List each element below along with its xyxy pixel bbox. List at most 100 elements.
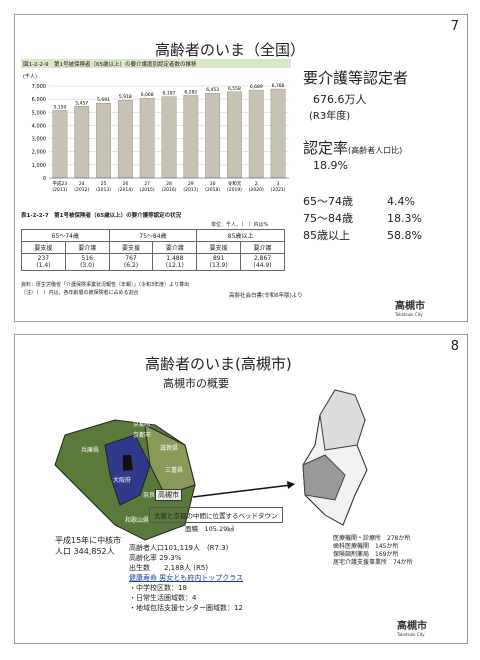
table-group: 85歳以上 (196, 229, 285, 242)
table-cell: 767 (6.2) (108, 253, 154, 271)
cell-value: 767 (125, 255, 137, 262)
y-tick-label: 6,000 (32, 97, 46, 103)
map-label: 大阪府 (113, 477, 132, 484)
table-row: 237 (1.4) 516 (3.0) 767 (6.2) 1,488 (12.1) 891 (1… (21, 253, 285, 271)
value-label: 6,689 (250, 84, 263, 90)
table-cell: 891 (13.9) (196, 253, 242, 271)
age-rate: 18.3% (387, 212, 422, 225)
rate-heading: 認定率(高齢者人口比) (303, 137, 402, 158)
x-tick-label: 2 (255, 181, 258, 187)
table-note: （注）（ ）内は、各年齢層の被保険者に占める割合 (21, 290, 139, 296)
table-row: 65～74歳 75～84歳 85歳以上 (21, 229, 285, 242)
x-tick-label: 27 (144, 181, 150, 187)
slide-title: 高齢者のいま（全国） (155, 41, 306, 59)
bar (183, 95, 199, 179)
bar (52, 110, 68, 179)
y-tick-label: 4,000 (32, 123, 46, 129)
stat: ・中学校区数：18 (129, 584, 187, 592)
age-rate: 4.4% (387, 195, 415, 208)
slide: 8 高齢者のいま(高槻市) 高槻市の概要 京都市 兵庫県 京都府 滋賀県 大阪府… (14, 334, 468, 644)
x-tick-label: 24 (79, 181, 85, 187)
slide-number: 7 (450, 19, 459, 34)
value-label: 6,558 (228, 86, 241, 92)
age-group: 75～84歳 (303, 212, 353, 225)
bar (74, 106, 90, 179)
rate-note: (高齢者人口比) (348, 146, 403, 155)
age-row: 75～84歳 18.3% (303, 210, 422, 227)
core-city: 平成15年に中核市 (55, 536, 122, 545)
cell-share: (13.9) (209, 262, 228, 269)
stats: 高齢者人口101,119人 (R7.3) 高齢化率 29.3% 出生数 2,188人… (129, 543, 243, 613)
chart: (千人) 0 1,000 2,000 3,000 4,000 5,000 6,000 7,000… (23, 73, 289, 193)
slide: 7 高齢者のいま（全国） 図1-2-2-9 第1号被保険者（65歳以上）の要介護… (14, 14, 468, 322)
x-tick-year: (2017) (183, 187, 198, 193)
x-tick-label: 平成23 (53, 180, 68, 187)
cell-share: (1.4) (36, 262, 51, 269)
cell-value: 1,488 (166, 255, 184, 262)
stat: 健康寿命 男女とも府内トップクラス (129, 574, 244, 582)
value-label: 6,766 (272, 83, 285, 89)
cell-share: (44.9) (253, 262, 272, 269)
table-subheader: 要介護 (64, 241, 110, 254)
y-tick-label: 3,000 (32, 137, 46, 143)
bar (227, 91, 242, 179)
logo: 高槻市 Takatsuki City (397, 617, 427, 637)
map-label: 高槻市 (155, 489, 182, 501)
table-group: 65～74歳 (21, 229, 110, 242)
chart-caption: 図1-2-2-9 第1号被保険者（65歳以上）の要介護度別認定者数の推移 (23, 62, 197, 68)
table-unit: 単位：千人、（ ）内は% (211, 222, 269, 228)
y-tick-label: 5,000 (32, 110, 46, 116)
slide-number: 8 (450, 339, 459, 354)
map-label: 兵庫県 (81, 447, 100, 454)
x-tick-label: 30 (210, 181, 216, 187)
table-subheader: 要支援 (108, 241, 154, 254)
table: 65～74歳 75～84歳 85歳以上 要支援 要介護 要支援 要介護 要支援 要介護 237 (1… (21, 229, 285, 271)
bar (139, 98, 155, 179)
x-tick-year: (2016) (162, 187, 177, 193)
bar (161, 96, 177, 179)
cell-value: 2,867 (253, 255, 272, 262)
table-subheader: 要支援 (196, 241, 242, 254)
y-tick-label: 7,000 (32, 84, 46, 90)
cell-value: 237 (37, 255, 50, 262)
x-tick-year: (2021) (271, 187, 286, 193)
cell-share: (3.0) (80, 262, 95, 269)
table-caption: 表1-2-2-7 第1号被保険者（65歳以上）の要介護等認定の状況 (21, 213, 182, 219)
stat: 高齢者人口101,119人 (R7.3) (129, 544, 229, 552)
value-label: 6,282 (184, 89, 197, 95)
table-subheader: 要介護 (152, 241, 198, 254)
source: 高齢社会白書(令和6年版)より (229, 293, 303, 299)
slide-subtitle: 高槻市の概要 (163, 377, 229, 390)
rate-heading-text: 認定率 (303, 139, 349, 157)
logo-text: 高槻市 (397, 621, 427, 632)
value-label: 6,453 (206, 87, 219, 93)
summary-count: 676.6万人 (313, 93, 367, 106)
cell-share: (12.1) (165, 262, 184, 269)
y-tick-label: 1,000 (32, 163, 46, 169)
area-zone (302, 454, 346, 501)
x-tick-year: (2014) (118, 187, 133, 193)
summary-year: (R3年度) (309, 111, 351, 122)
logo: 高槻市 Takatsuki City (395, 297, 425, 317)
logo-sub: Takatsuki City (397, 632, 425, 637)
y-tick-label: 2,000 (32, 150, 46, 156)
x-tick-label: 3 (277, 181, 280, 187)
value-label: 5,150 (53, 104, 66, 110)
bar (248, 89, 264, 179)
x-tick-year: (2018) (205, 187, 220, 193)
x-tick-label: 29 (188, 181, 194, 187)
facility: 歯科医療機関 145か所 (333, 543, 399, 550)
map-label: 三重県 (165, 467, 184, 474)
age-rates: 65～74歳 4.4% 75～84歳 18.3% 85歳以上 58.8% (303, 193, 422, 244)
x-tick-label: 26 (122, 181, 128, 187)
map-label: 滋賀県 (160, 445, 179, 452)
bar (117, 100, 133, 179)
facility: 保険調剤薬局 169か所 (333, 551, 399, 558)
area: 面積 105.29㎢ (185, 525, 234, 533)
age-group: 85歳以上 (303, 229, 350, 242)
x-tick-year: (2013) (96, 187, 111, 193)
table-note: 資料：厚生労働省「介護保険事業状況報告（年報）」（令和3年度）より算出 (21, 282, 190, 288)
value-label: 6,187 (163, 91, 176, 97)
stat: 高齢化率 29.3% (129, 554, 182, 562)
map-label: 京都府 (133, 421, 152, 428)
